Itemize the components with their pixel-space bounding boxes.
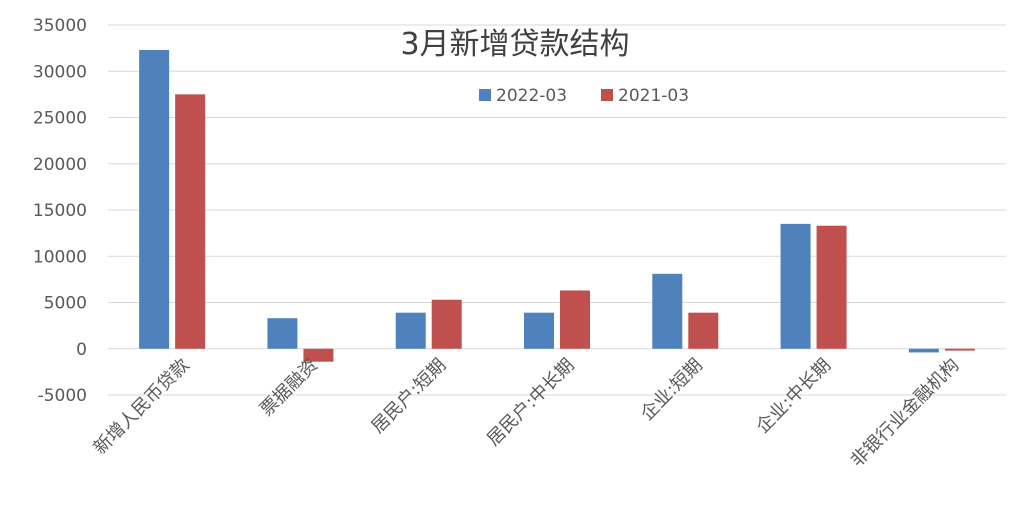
x-category-label: 居民户:中长期 bbox=[483, 355, 579, 451]
bar-2022-03-4 bbox=[652, 273, 683, 349]
x-axis-category-labels: 新增人民币贷款 票据融资 居民户:短期 居民户:中长期 企业:短期 企业:中长期 非银行业金… bbox=[90, 355, 964, 472]
bar-2021-03-4 bbox=[688, 312, 719, 349]
bars bbox=[139, 49, 975, 362]
chart-title: 3月新增贷款结构 bbox=[400, 27, 629, 62]
y-tick-label: 20000 bbox=[33, 155, 87, 175]
bar-2021-03-3 bbox=[560, 290, 590, 349]
legend-label: 2021-03 bbox=[618, 86, 689, 106]
x-category-label: 企业:中长期 bbox=[752, 355, 835, 438]
x-category-label: 非银行业金融机构 bbox=[847, 355, 964, 472]
y-tick-label: -5000 bbox=[38, 386, 87, 406]
legend-swatch bbox=[479, 89, 491, 101]
x-category-label: 企业:短期 bbox=[637, 355, 707, 425]
bar-2021-03-0 bbox=[175, 94, 206, 349]
x-category-label: 居民户:短期 bbox=[367, 355, 450, 438]
bar-2021-03-2 bbox=[431, 299, 462, 349]
bar-2022-03-2 bbox=[395, 312, 426, 349]
bar-2022-03-3 bbox=[524, 312, 554, 349]
bar-2021-03-1 bbox=[303, 348, 334, 362]
legend: 2022-03 2021-03 bbox=[479, 86, 689, 106]
bar-2022-03-1 bbox=[267, 318, 298, 349]
bar-2022-03-5 bbox=[780, 223, 811, 349]
y-tick-label: 30000 bbox=[33, 62, 87, 82]
bar-2021-03-5 bbox=[816, 225, 847, 349]
gridlines bbox=[108, 24, 1006, 396]
legend-swatch bbox=[601, 89, 613, 101]
legend-label: 2022-03 bbox=[496, 86, 567, 106]
bar-2022-03-0 bbox=[139, 49, 170, 349]
bar-2021-03-6 bbox=[944, 348, 975, 351]
x-category-label: 新增人民币贷款 bbox=[90, 355, 194, 459]
y-tick-label: 25000 bbox=[33, 109, 87, 129]
x-category-label: 票据融资 bbox=[256, 355, 322, 421]
bar-2022-03-6 bbox=[908, 348, 939, 353]
y-tick-label: 35000 bbox=[33, 16, 87, 36]
y-tick-label: 5000 bbox=[44, 294, 87, 314]
y-axis-tick-labels: 35000 30000 25000 20000 15000 10000 5000 0 -5000 bbox=[33, 16, 87, 406]
y-tick-label: 0 bbox=[76, 340, 87, 360]
y-tick-label: 15000 bbox=[33, 201, 87, 221]
y-tick-label: 10000 bbox=[33, 247, 87, 267]
